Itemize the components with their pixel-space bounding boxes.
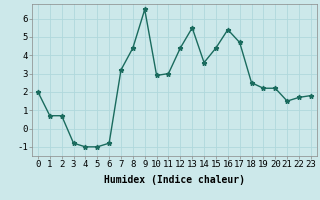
X-axis label: Humidex (Indice chaleur): Humidex (Indice chaleur) <box>104 175 245 185</box>
